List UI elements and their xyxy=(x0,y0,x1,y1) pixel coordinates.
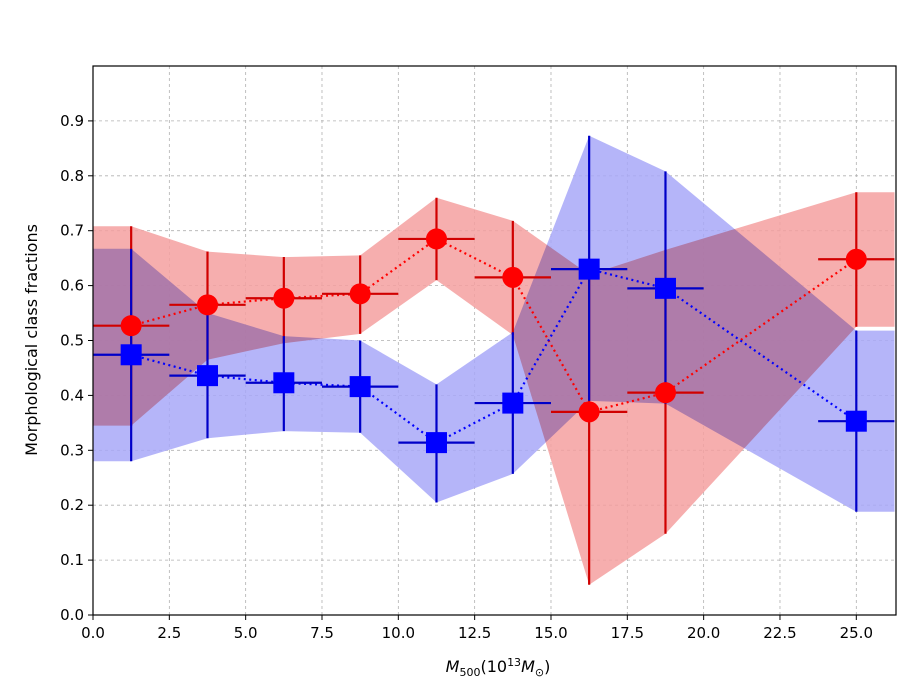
red-circles-marker xyxy=(845,248,867,270)
blue-squares-marker xyxy=(120,344,142,366)
y-tick-label: 0.0 xyxy=(60,606,84,624)
y-tick-label: 0.1 xyxy=(60,551,84,569)
y-tick-label: 0.4 xyxy=(60,386,84,404)
x-tick-label: 17.5 xyxy=(611,624,644,642)
y-tick-label: 0.3 xyxy=(60,441,84,459)
red-circles-marker xyxy=(425,228,447,250)
confidence-bands xyxy=(93,135,895,585)
x-tick-label: 7.5 xyxy=(310,624,334,642)
red-circles-marker xyxy=(502,266,524,288)
red-circles-marker xyxy=(349,283,371,305)
y-tick-label: 0.8 xyxy=(60,167,84,185)
x-tick-label: 12.5 xyxy=(458,624,491,642)
y-tick-label: 0.2 xyxy=(60,496,84,514)
y-tick-label: 0.7 xyxy=(60,222,84,240)
error-bars xyxy=(93,135,895,585)
blue-squares-band xyxy=(93,135,895,512)
data-markers xyxy=(120,228,867,454)
x-tick-label: 10.0 xyxy=(382,624,415,642)
red-circles-marker xyxy=(273,287,295,309)
blue-squares-marker xyxy=(425,432,447,454)
y-tick-label: 0.6 xyxy=(60,277,84,295)
y-axis-ticks: 0.0 0.1 0.2 0.3 0.4 0.5 0.6 0.7 0.8 0.9 xyxy=(60,112,93,624)
x-axis-label: M500(1013M⊙) xyxy=(446,656,551,679)
red-circles-marker xyxy=(578,401,600,423)
blue-squares-marker xyxy=(349,376,371,398)
blue-squares-marker xyxy=(273,372,295,394)
x-tick-label: 15.0 xyxy=(534,624,567,642)
red-circles-marker xyxy=(654,382,676,404)
x-tick-label: 5.0 xyxy=(234,624,258,642)
blue-squares-marker xyxy=(845,410,867,432)
blue-squares-marker xyxy=(502,392,524,414)
blue-squares-marker xyxy=(654,277,676,299)
x-tick-label: 2.5 xyxy=(157,624,181,642)
x-tick-label: 22.5 xyxy=(763,624,796,642)
x-axis-ticks: 0.0 2.5 5.0 7.5 10.0 12.5 15.0 17.5 20.0 22.5 25.0 xyxy=(81,615,873,642)
blue-squares-line xyxy=(130,267,857,444)
x-tick-label: 0.0 xyxy=(81,624,105,642)
x-tick-label: 25.0 xyxy=(840,624,873,642)
y-tick-label: 0.9 xyxy=(60,112,84,130)
x-tick-label: 20.0 xyxy=(687,624,720,642)
red-circles-marker xyxy=(196,294,218,316)
blue-squares-marker xyxy=(578,258,600,280)
y-tick-label: 0.5 xyxy=(60,332,84,350)
red-circles-marker xyxy=(120,315,142,337)
y-axis-label: Morphological class fractions xyxy=(22,224,41,456)
blue-squares-marker xyxy=(196,365,218,387)
